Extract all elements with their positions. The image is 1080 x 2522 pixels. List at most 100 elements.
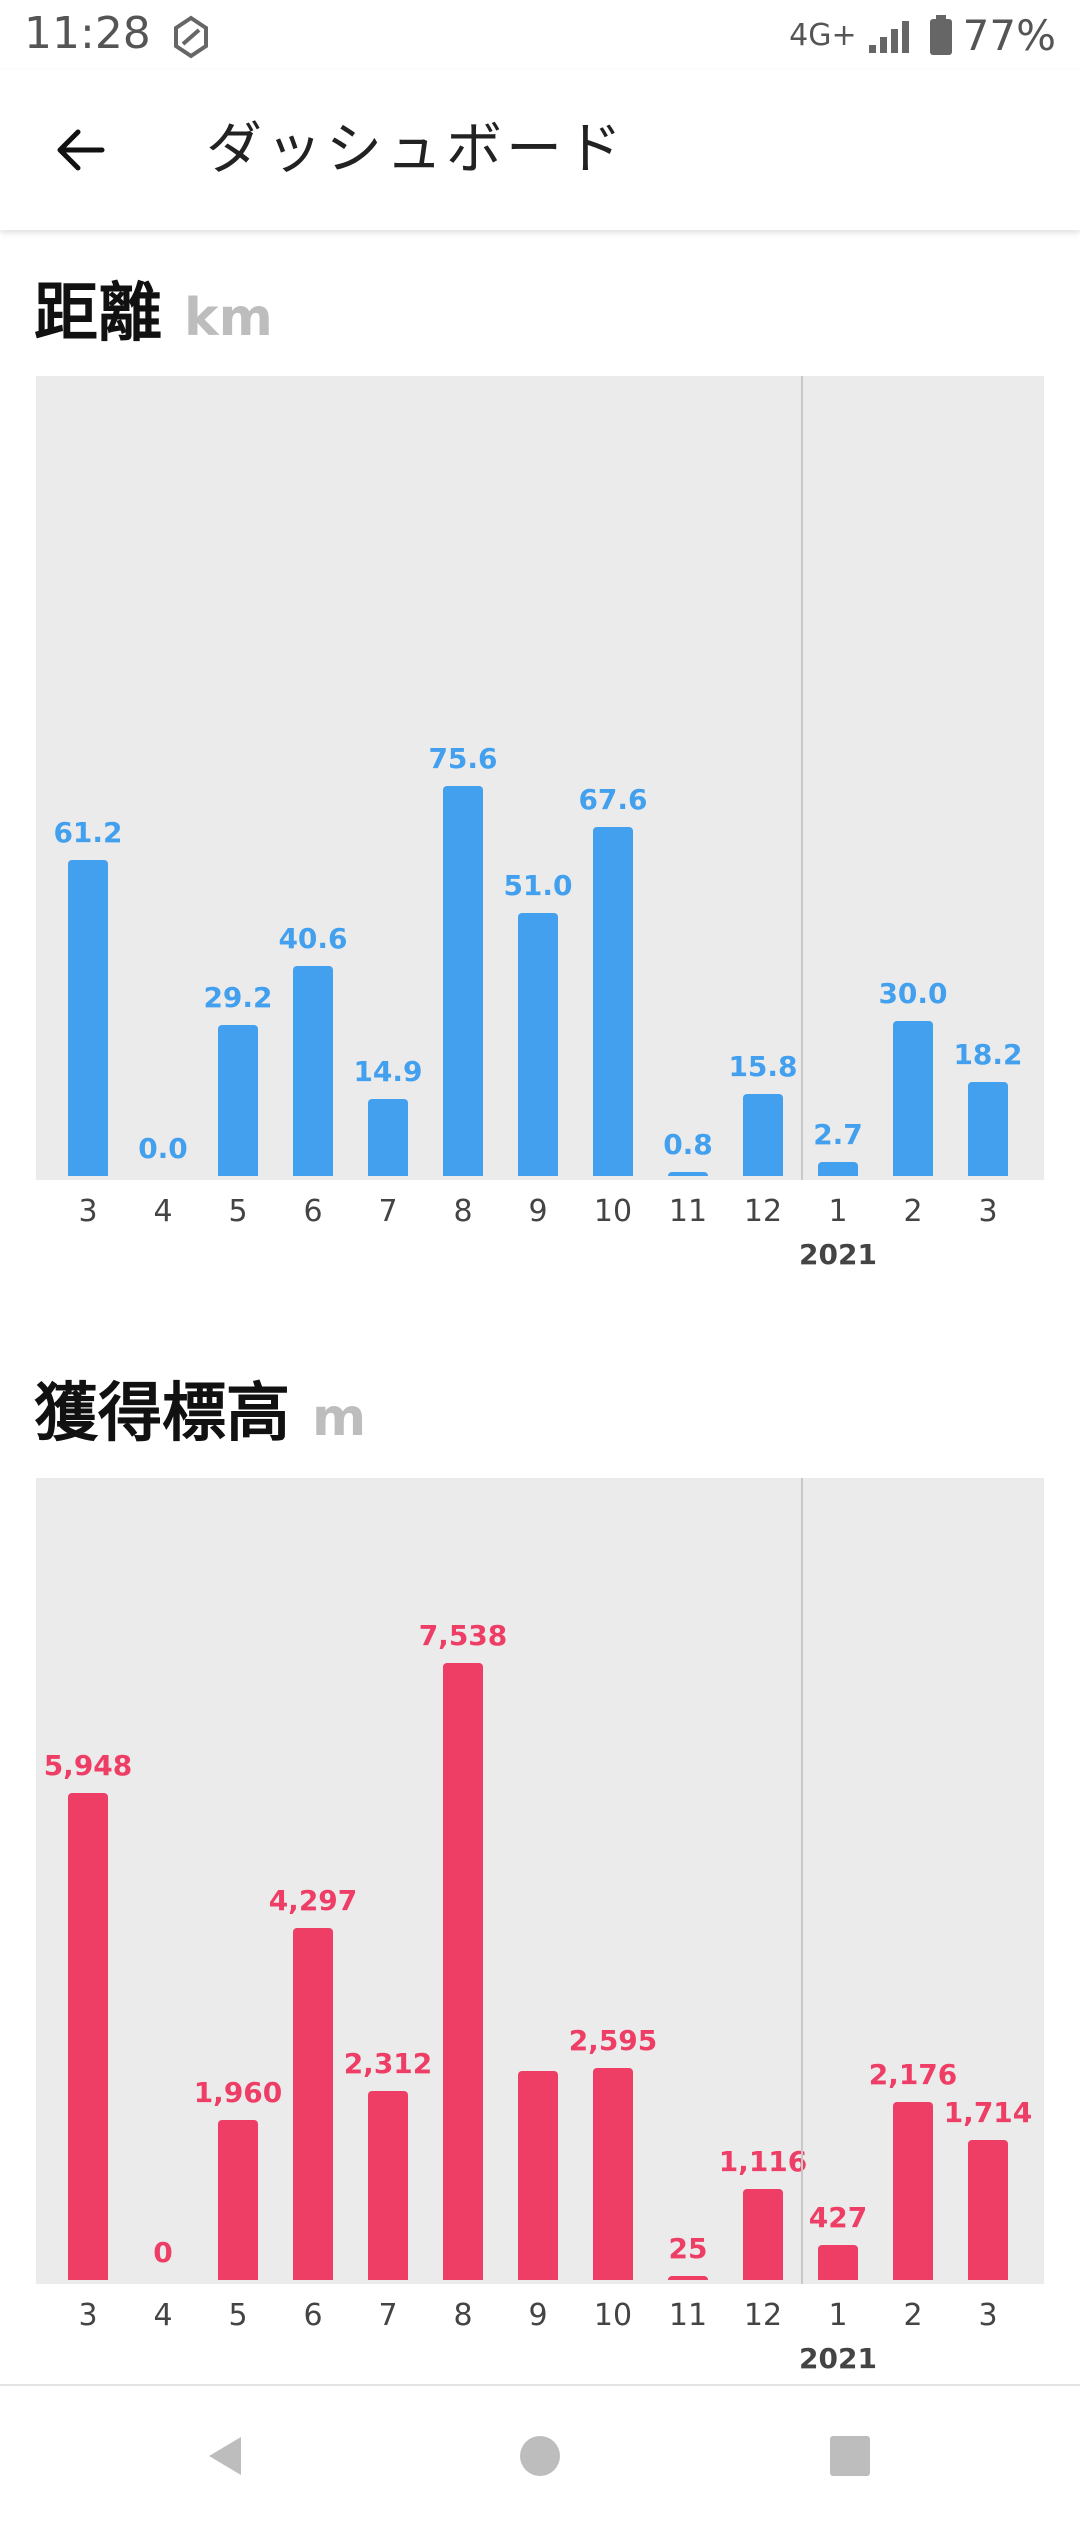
distance-title: 距離	[34, 277, 162, 351]
distance-x-tick-label: 5	[228, 1194, 248, 1229]
distance-bar-value-label: 18.2	[953, 1038, 1023, 1072]
nav-recents-icon	[830, 2436, 870, 2476]
elevation-chart[interactable]: 5,948 0 1,960 4,297 2,312 7,538 2,595 25 1,116 42…	[36, 1478, 1044, 2284]
distance-bar[interactable]	[518, 912, 558, 1176]
distance-x-tick-label: 7	[378, 1194, 398, 1229]
distance-unit: km	[184, 288, 273, 348]
elevation-bar[interactable]	[968, 2139, 1008, 2280]
elevation-year-label: 2021	[799, 2342, 877, 2375]
distance-bar[interactable]	[293, 966, 333, 1176]
battery-icon	[929, 15, 952, 55]
elevation-bar-value-label: 1,960	[193, 2075, 283, 2109]
distance-bar[interactable]	[668, 1171, 708, 1176]
elevation-x-tick-label: 7	[378, 2298, 398, 2333]
elevation-bar-value-label: 25	[668, 2232, 708, 2265]
elevation-bar-value-label: 2,595	[568, 2023, 658, 2057]
elevation-title: 獲得標高	[34, 1377, 290, 1451]
elevation-bar[interactable]	[668, 2276, 708, 2280]
app-bar: ダッシュボード	[0, 70, 1080, 230]
distance-section-title: 距離 km	[34, 262, 273, 354]
distance-x-tick-label: 3	[78, 1194, 98, 1229]
elevation-bar[interactable]	[68, 1793, 108, 2280]
distance-chart[interactable]: 61.2 0.0 29.2 40.6 14.9 75.6 51.0 67.6 0.8 15.8 2.…	[36, 376, 1044, 1180]
distance-year-label: 2021	[799, 1238, 877, 1271]
sync-icon	[174, 15, 208, 59]
page-title: ダッシュボード	[206, 117, 626, 182]
elevation-x-tick-label: 11	[668, 2298, 708, 2333]
elevation-bar[interactable]	[293, 1928, 333, 2280]
elevation-x-tick-label: 9	[528, 2298, 548, 2333]
distance-x-tick-label: 2	[903, 1194, 923, 1229]
nav-home-icon	[520, 2436, 560, 2476]
distance-bar-value-label: 29.2	[203, 981, 273, 1015]
elevation-bar-value-label: 1,116	[718, 2144, 808, 2178]
distance-bar[interactable]	[368, 1099, 408, 1176]
elevation-bar[interactable]	[743, 2188, 783, 2280]
distance-x-tick-label: 12	[743, 1194, 783, 1229]
elevation-x-tick-label: 4	[153, 2298, 173, 2333]
distance-bar[interactable]	[968, 1082, 1008, 1176]
distance-x-tick-label: 4	[153, 1194, 173, 1229]
distance-x-tick-label: 9	[528, 1194, 548, 1229]
nav-home-button[interactable]	[490, 2406, 590, 2506]
distance-bar[interactable]	[443, 785, 483, 1176]
elevation-x-tick-label: 6	[303, 2298, 323, 2333]
distance-bar-value-label: 30.0	[878, 977, 948, 1011]
elevation-bar-value-label: 2,312	[343, 2046, 433, 2080]
distance-bar-value-label: 2.7	[813, 1118, 863, 1152]
arrow-back-icon	[57, 129, 105, 171]
elevation-x-tick-label: 3	[78, 2298, 98, 2333]
elevation-bar-value-label: 0	[153, 2236, 173, 2269]
elevation-bar[interactable]	[518, 2070, 558, 2280]
distance-bar-value-label: 75.6	[428, 741, 498, 775]
distance-bar-value-label: 14.9	[353, 1055, 423, 1089]
distance-bar[interactable]	[893, 1021, 933, 1176]
distance-x-tick-label: 8	[453, 1194, 473, 1229]
elevation-bar[interactable]	[593, 2067, 633, 2280]
distance-year-divider	[800, 376, 803, 1180]
elevation-bar[interactable]	[218, 2119, 258, 2280]
elevation-section-title: 獲得標高 m	[34, 1362, 366, 1454]
elevation-year-divider	[800, 1478, 803, 2284]
battery-percent: 77%	[962, 10, 1056, 60]
elevation-bar[interactable]	[368, 2090, 408, 2280]
distance-bar[interactable]	[68, 860, 108, 1176]
elevation-bar-value-label: 2,176	[868, 2057, 958, 2091]
distance-x-tick-label: 10	[593, 1194, 633, 1229]
elevation-x-tick-label: 12	[743, 2298, 783, 2333]
elevation-bar[interactable]	[893, 2101, 933, 2280]
distance-bar[interactable]	[218, 1025, 258, 1176]
distance-x-tick-label: 11	[668, 1194, 708, 1229]
elevation-x-tick-label: 10	[593, 2298, 633, 2333]
distance-bar[interactable]	[743, 1094, 783, 1176]
network-type: 4G+	[789, 17, 857, 53]
distance-x-tick-label: 6	[303, 1194, 323, 1229]
elevation-bar-value-label: 7,538	[418, 1619, 508, 1653]
distance-bar-value-label: 40.6	[278, 922, 348, 956]
distance-bar[interactable]	[593, 827, 633, 1176]
back-button[interactable]	[40, 110, 120, 190]
elevation-bar-value-label: 1,714	[943, 2095, 1033, 2129]
distance-x-tick-label: 3	[978, 1194, 998, 1229]
elevation-x-tick-label: 8	[453, 2298, 473, 2333]
elevation-bar[interactable]	[818, 2245, 858, 2280]
signal-icon	[868, 21, 909, 53]
elevation-unit: m	[312, 1388, 367, 1448]
system-nav-bar	[0, 2384, 1080, 2522]
status-bar: 11:28 4G+ 77%	[0, 0, 1080, 70]
distance-bar-value-label: 0.8	[663, 1127, 713, 1161]
nav-back-button[interactable]	[176, 2406, 276, 2506]
distance-bar[interactable]	[818, 1162, 858, 1176]
elevation-x-tick-label: 5	[228, 2298, 248, 2333]
elevation-bar-value-label: 427	[808, 2201, 868, 2235]
elevation-bar[interactable]	[443, 1663, 483, 2280]
nav-recents-button[interactable]	[800, 2406, 900, 2506]
elevation-x-tick-label: 1	[828, 2298, 848, 2333]
status-time: 11:28	[24, 8, 151, 59]
elevation-bar-value-label: 5,948	[43, 1749, 133, 1783]
elevation-bar-value-label: 4,297	[268, 1884, 358, 1918]
distance-bar-value-label: 67.6	[578, 783, 648, 817]
distance-x-tick-label: 1	[828, 1194, 848, 1229]
nav-back-icon	[209, 2437, 241, 2475]
distance-bar-value-label: 15.8	[728, 1050, 798, 1084]
